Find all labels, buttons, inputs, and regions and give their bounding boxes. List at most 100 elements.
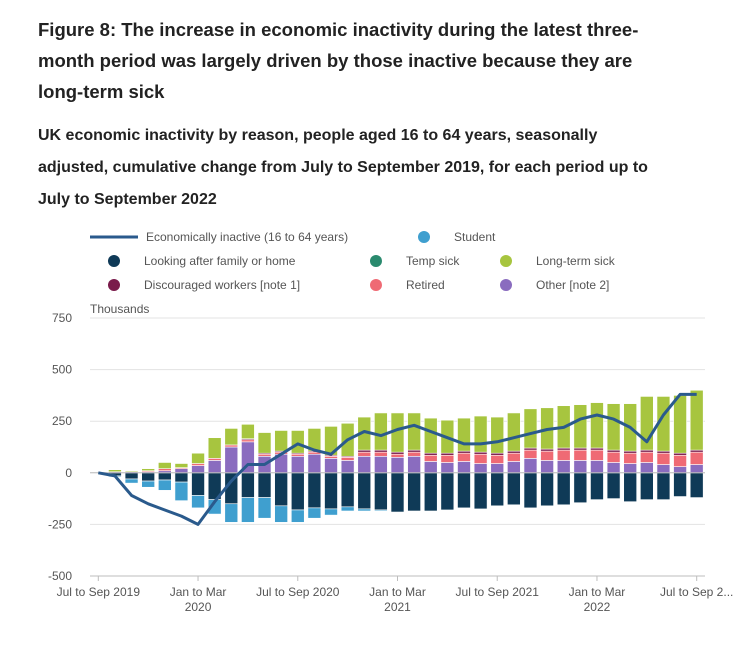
bar-segment-other: [207, 460, 222, 474]
bar-segment-long_term_sick: [290, 430, 305, 454]
bar-segment-retired: [440, 454, 455, 463]
bar-segment-family: [507, 472, 521, 506]
bar-segment-discouraged: [457, 450, 471, 454]
bar-segment-long_term_sick: [573, 404, 588, 449]
bar-segment-family: [124, 472, 139, 480]
bar-segment-discouraged: [640, 449, 654, 453]
chart-subtitle: UK economic inactivity by reason, people…: [38, 127, 648, 208]
chart-title: Figure 8: The increase in economic inact…: [38, 19, 639, 102]
legend-swatch-retired: [370, 279, 382, 291]
bar-segment-family: [307, 472, 322, 509]
bar-segment-student: [174, 481, 189, 501]
y-axis-label: Thousands: [90, 302, 149, 316]
bar-segment-family: [540, 472, 554, 507]
bar-segment-other: [457, 461, 471, 474]
bar-segment-other: [374, 455, 388, 474]
bar-segment-family: [357, 472, 372, 510]
bar-segment-other: [390, 457, 405, 474]
bar-segment-retired: [241, 439, 255, 443]
bar-segment-long_term_sick: [457, 417, 471, 452]
bar-segment-retired: [689, 451, 704, 465]
bar-segment-discouraged: [556, 447, 571, 451]
bar-segment-other: [440, 462, 455, 474]
bar-segment-family: [473, 472, 488, 510]
bar-segment-student: [158, 479, 172, 491]
bar-segment-retired: [573, 449, 588, 461]
bar-segment-family: [623, 472, 637, 502]
bar-segment-discouraged: [590, 447, 604, 451]
bar-segment-retired: [357, 451, 372, 457]
legend-swatch-discouraged: [108, 279, 120, 291]
bar-segment-family: [673, 472, 687, 497]
legend-label-long_term_sick: Long-term sick: [536, 254, 616, 268]
bar-segment-student: [307, 507, 322, 519]
bar-segment-other: [191, 465, 205, 474]
bar-segment-long_term_sick: [689, 389, 704, 451]
bar-segment-retired: [507, 452, 521, 462]
bar-segment-student: [224, 503, 239, 523]
y-tick-label: 750: [52, 311, 72, 325]
bar-segment-discouraged: [573, 447, 588, 451]
bar-segment-family: [158, 472, 172, 481]
bar-segment-other: [556, 460, 571, 474]
bar-segment-retired: [656, 452, 671, 465]
bar-segment-student: [257, 497, 272, 519]
x-tick-label: Jan to Mar: [369, 585, 426, 599]
bar-segment-other: [473, 463, 488, 474]
bar-segment-retired: [340, 457, 355, 461]
bar-segment-long_term_sick: [174, 463, 189, 468]
bar-segment-family: [407, 472, 421, 512]
bar-segment-family: [573, 472, 588, 504]
legend-swatch-family: [108, 255, 120, 267]
bar-segment-other: [357, 455, 372, 474]
bar-segment-student: [124, 478, 139, 484]
bar-segment-family: [523, 472, 538, 509]
bar-segment-family: [590, 472, 604, 500]
bar-segment-long_term_sick: [141, 468, 155, 472]
legend-label-temp_sick: Temp sick: [406, 254, 460, 268]
bar-segment-other: [640, 462, 654, 474]
bar-segment-other: [340, 460, 355, 474]
bar-segment-long_term_sick: [606, 403, 621, 451]
bar-segment-long_term_sick: [108, 469, 122, 473]
bar-segment-retired: [257, 453, 272, 457]
bar-segment-retired: [590, 449, 604, 461]
bar-segment-other: [174, 468, 189, 474]
legend-label-other: Other [note 2]: [536, 278, 609, 292]
bar-segment-other: [623, 463, 637, 474]
legend-swatch-other: [500, 279, 512, 291]
bar-segment-retired: [473, 453, 488, 464]
bar-segment-other: [307, 453, 322, 474]
bar-segment-retired: [606, 451, 621, 463]
bar-segment-discouraged: [507, 450, 521, 454]
bar-segment-retired: [224, 444, 239, 448]
bar-segment-family: [689, 472, 704, 498]
y-tick-label: -250: [48, 517, 72, 531]
bar-segment-family: [191, 472, 205, 496]
y-tick-label: 0: [65, 466, 72, 480]
bar-segment-long_term_sick: [423, 417, 438, 454]
bar-segment-other: [573, 460, 588, 474]
x-tick-label: Jan to Mar: [170, 585, 227, 599]
bar-segment-long_term_sick: [590, 402, 604, 449]
bar-segment-retired: [390, 453, 405, 458]
bar-segment-discouraged: [423, 452, 438, 456]
bar-segment-long_term_sick: [191, 452, 205, 464]
bar-segment-other: [407, 455, 421, 474]
bar-segment-long_term_sick: [257, 432, 272, 454]
bar-segment-discouraged: [357, 449, 372, 453]
bar-segment-other: [224, 446, 239, 474]
legend-swatch-long_term_sick: [500, 255, 512, 267]
bar-segment-retired: [158, 468, 172, 472]
bar-segment-retired: [374, 451, 388, 457]
bar-segment-family: [606, 472, 621, 499]
bar-segment-discouraged: [473, 451, 488, 455]
bar-segment-family: [440, 472, 455, 511]
bar-segment-discouraged: [673, 452, 687, 456]
x-tick-label: 2020: [185, 600, 212, 614]
bar-segment-retired: [207, 458, 222, 461]
bar-segment-retired: [623, 452, 637, 464]
legend-swatch-student: [418, 231, 430, 243]
bar-segment-other: [507, 461, 521, 474]
x-tick-label: 2021: [384, 600, 411, 614]
